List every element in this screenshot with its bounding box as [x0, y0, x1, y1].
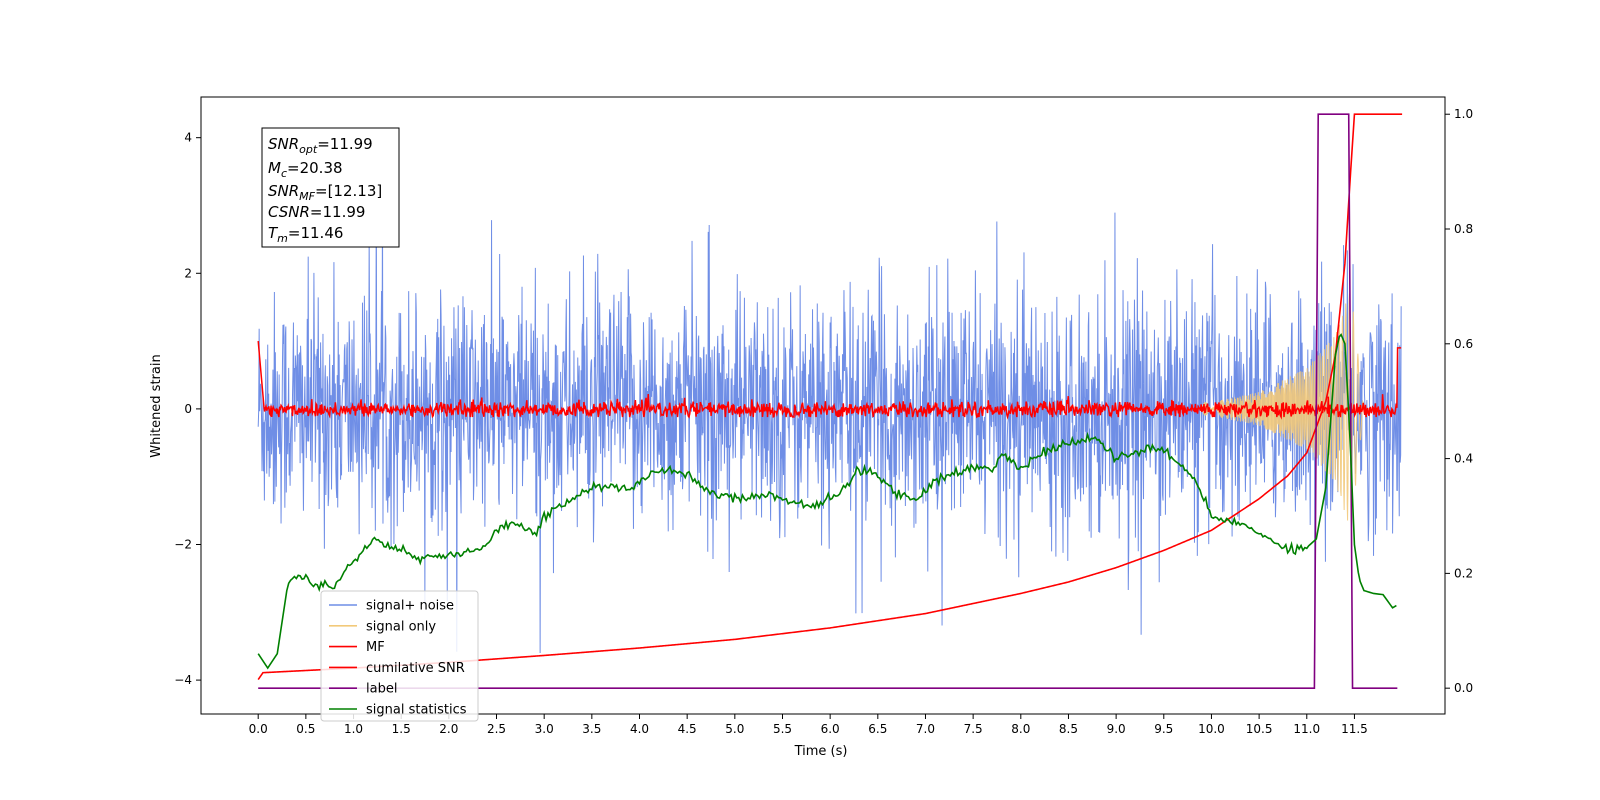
annotation-subscript: opt: [299, 143, 318, 156]
series-signal-statistics-line: [257, 333, 1397, 670]
x-tick-label: 0.0: [249, 722, 268, 736]
x-tick-label: 7.0: [916, 722, 935, 736]
legend-frame: [320, 590, 479, 722]
y-right-tick-label: 0.8: [1454, 222, 1473, 236]
x-tick-label: 4.0: [630, 722, 649, 736]
annotation-value: =11.99: [310, 203, 366, 221]
annotation-symbol: SNR: [268, 182, 299, 200]
series-signal-noise-line: [257, 179, 1402, 653]
signal-only-layer: [1201, 293, 1365, 523]
y-right-tick-label: 0.0: [1454, 681, 1473, 695]
y-axis-right: 0.0 0.2 0.4 0.6 0.8 1.0: [1445, 107, 1473, 695]
x-tick-label: 5.0: [725, 722, 744, 736]
y-left-tick-label: 0: [184, 402, 192, 416]
legend-entry: signal+ noise: [366, 599, 454, 614]
annotation-subscript: c: [281, 167, 287, 180]
y-left-tick-label: 4: [184, 131, 192, 145]
stats-annotation-box: SNRopt=11.99Mc=20.38SNRMF=[12.13]CSNR=11…: [261, 127, 400, 248]
x-tick-label: 2.5: [487, 722, 506, 736]
x-tick-label: 11.5: [1341, 722, 1368, 736]
series-mf-line: [257, 341, 1402, 420]
y-left-tick-label: 2: [184, 266, 192, 280]
legend-entry: label: [366, 682, 397, 697]
y-left-tick-label: −2: [174, 537, 192, 551]
annotation-line: SNRopt=11.99: [268, 135, 373, 156]
annotation-value: =11.99: [317, 135, 373, 153]
signal-noise-layer: [257, 179, 1402, 653]
x-tick-label: 0.5: [296, 722, 315, 736]
plot-frame: [200, 96, 1446, 715]
annotation-line: Mc=20.38: [268, 159, 343, 180]
y-right-tick-label: 0.6: [1454, 337, 1473, 351]
x-tick-label: 4.5: [678, 722, 697, 736]
label-layer: [258, 113, 1398, 689]
x-tick-label: 1.0: [344, 722, 363, 736]
legend-entry: MF: [366, 640, 385, 655]
legend-entry: signal only: [366, 619, 436, 634]
legend: signal+ noise signal only MF cumilative SNR…: [320, 590, 479, 722]
x-axis: 0.0 0.5 1.0 1.5 2.0 2.5 3.0 3.5 4.0 4.5 5.0 5.5 6.0 6…: [249, 714, 1368, 736]
annotation-subscript: MF: [299, 190, 315, 203]
x-axis-label: Time (s): [794, 744, 848, 759]
x-tick-label: 9.5: [1154, 722, 1173, 736]
x-tick-label: 11.0: [1293, 722, 1320, 736]
annotation-value: =11.46: [288, 224, 344, 242]
y-right-tick-label: 0.2: [1454, 566, 1473, 580]
x-tick-label: 6.0: [821, 722, 840, 736]
series-label-line: [258, 113, 1398, 689]
y-axis-left-label: Whitened strain: [149, 354, 164, 457]
legend-entry: signal statistics: [366, 703, 467, 718]
x-tick-label: 5.5: [773, 722, 792, 736]
x-tick-label: 6.5: [868, 722, 887, 736]
x-tick-label: 7.5: [964, 722, 983, 736]
y-right-tick-label: 1.0: [1454, 107, 1473, 121]
x-tick-label: 1.5: [392, 722, 411, 736]
y-left-tick-label: −4: [174, 673, 192, 687]
annotation-line: Tm=11.46: [268, 224, 343, 245]
x-tick-label: 10.5: [1246, 722, 1273, 736]
x-tick-label: 2.0: [439, 722, 458, 736]
annotation-symbol: CSNR: [268, 203, 310, 221]
mf-layer: [257, 341, 1402, 420]
x-tick-label: 3.0: [535, 722, 554, 736]
annotation-symbol: SNR: [268, 135, 299, 153]
x-tick-label: 9.0: [1107, 722, 1126, 736]
annotation-subscript: m: [277, 232, 288, 245]
signal-statistics-layer: [257, 333, 1397, 670]
x-tick-label: 8.0: [1011, 722, 1030, 736]
series-signal-only-line: [1201, 293, 1365, 523]
y-axis-left: −4 −2 0 2 4: [174, 131, 201, 687]
annotation-value: =[12.13]: [315, 182, 382, 200]
annotation-line: SNRMF=[12.13]: [268, 182, 382, 203]
legend-entry: cumilative SNR: [366, 661, 465, 676]
annotation-value: =20.38: [287, 159, 343, 177]
annotation-symbol: M: [268, 159, 281, 177]
y-right-tick-label: 0.4: [1454, 452, 1473, 466]
annotation-symbol: T: [268, 224, 279, 242]
x-tick-label: 10.0: [1198, 722, 1225, 736]
x-tick-label: 3.5: [582, 722, 601, 736]
annotation-line: CSNR=11.99: [268, 203, 365, 221]
x-tick-label: 8.5: [1059, 722, 1078, 736]
annotation-frame: [261, 127, 400, 248]
